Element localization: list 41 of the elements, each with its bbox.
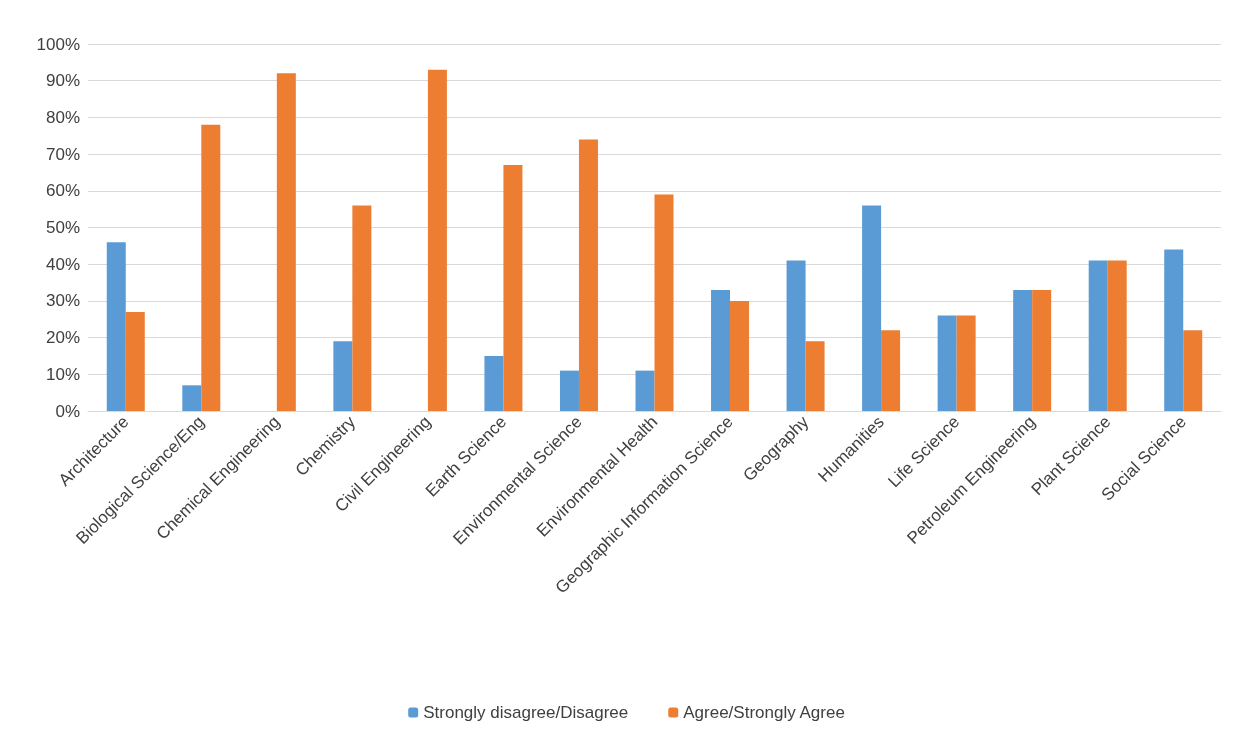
bar xyxy=(559,370,579,411)
bar xyxy=(201,124,221,411)
bar xyxy=(352,205,372,411)
bar xyxy=(711,289,731,411)
bar xyxy=(956,315,976,411)
bar xyxy=(125,311,145,411)
y-tick-label: 20% xyxy=(45,328,80,348)
legend-label: Strongly disagree/Disagree xyxy=(423,703,629,722)
bar xyxy=(1013,289,1033,411)
y-tick-label: 50% xyxy=(45,218,80,237)
y-tick-label: 90% xyxy=(45,71,80,91)
y-tick-label: 70% xyxy=(45,144,80,164)
y-tick-label: 40% xyxy=(45,254,80,274)
y-tick-label: 60% xyxy=(45,181,80,201)
y-tick-label: 80% xyxy=(45,107,80,127)
bar xyxy=(578,139,598,411)
bar xyxy=(730,300,750,411)
y-tick-label: 100% xyxy=(36,34,80,54)
bar xyxy=(182,385,202,411)
bar xyxy=(333,341,353,411)
bar xyxy=(1107,260,1127,411)
bar xyxy=(805,341,825,411)
bar xyxy=(862,205,882,411)
bar xyxy=(881,330,901,411)
bar xyxy=(276,73,296,411)
bar xyxy=(484,355,504,411)
y-tick-label: 10% xyxy=(45,364,80,384)
bar xyxy=(427,69,447,411)
legend-label: Agree/Strongly Agree xyxy=(683,703,845,722)
bar xyxy=(1183,330,1203,411)
bar xyxy=(654,194,674,411)
bar xyxy=(1164,249,1184,411)
bar xyxy=(106,242,126,411)
bar xyxy=(786,260,806,411)
bar xyxy=(1032,289,1052,411)
bar xyxy=(937,315,957,411)
bar xyxy=(635,370,655,411)
y-tick-label: 30% xyxy=(45,291,80,311)
bar xyxy=(503,165,523,411)
bar xyxy=(1088,260,1108,411)
y-tick-label: 0% xyxy=(55,401,80,421)
